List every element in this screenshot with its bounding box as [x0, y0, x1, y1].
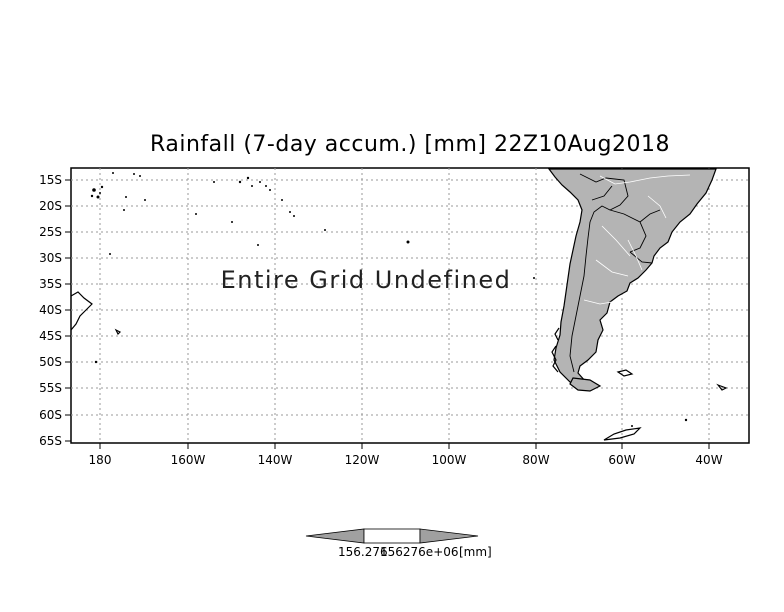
- lon-tick-label: 60W: [608, 453, 635, 467]
- colorbar-center-value: 156276e+06: [380, 545, 459, 559]
- lon-tick-label: 40W: [695, 453, 722, 467]
- pacific-islands: [90, 172, 535, 279]
- latitude-ticks: 15S 20S 25S 30S 35S 40S 45S 50S 55S 60S …: [39, 173, 71, 448]
- lat-tick-label: 45S: [39, 329, 62, 343]
- country-borders: [569, 173, 661, 373]
- lon-tick-label: 100W: [432, 453, 467, 467]
- lat-tick-label: 65S: [39, 434, 62, 448]
- new-zealand: [70, 291, 122, 364]
- lat-tick-label: 30S: [39, 251, 62, 265]
- map-title: Rainfall (7-day accum.) [mm] 22Z10Aug201…: [150, 132, 670, 157]
- lat-tick-label: 25S: [39, 225, 62, 239]
- colorbar-unit: [mm]: [459, 545, 492, 559]
- lon-tick-label: 160W: [171, 453, 206, 467]
- lat-tick-label: 55S: [39, 381, 62, 395]
- colorbar-center-box: [363, 528, 421, 544]
- lat-tick-label: 35S: [39, 277, 62, 291]
- colorbar-right-arrow: [419, 528, 479, 544]
- undefined-grid-notice: Entire Grid Undefined: [221, 266, 512, 294]
- colorbar-left-value: 156.276: [338, 545, 388, 559]
- rivers: [583, 174, 691, 305]
- atlantic-islands: [603, 369, 728, 441]
- longitude-ticks: 180 160W 140W 120W 100W 80W 60W 40W: [89, 443, 723, 467]
- lat-tick-label: 50S: [39, 355, 62, 369]
- lon-tick-label: 180: [89, 453, 112, 467]
- lat-tick-label: 20S: [39, 199, 62, 213]
- lon-tick-label: 80W: [522, 453, 549, 467]
- lat-tick-label: 40S: [39, 303, 62, 317]
- colorbar: [305, 528, 479, 544]
- lon-tick-label: 120W: [345, 453, 380, 467]
- colorbar-left-arrow: [305, 528, 365, 544]
- south-america-landmass: [547, 168, 717, 392]
- lat-tick-label: 15S: [39, 173, 62, 187]
- lon-tick-label: 140W: [258, 453, 293, 467]
- lat-tick-label: 60S: [39, 408, 62, 422]
